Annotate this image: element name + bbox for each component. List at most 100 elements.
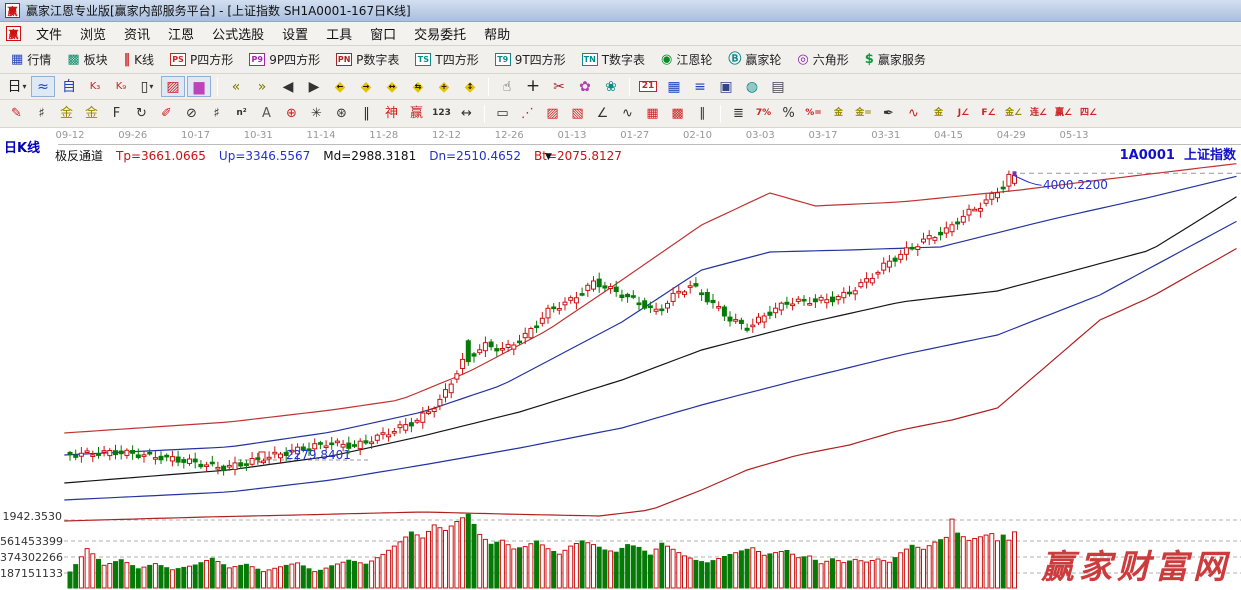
- kline-3-icon[interactable]: K₃: [83, 76, 107, 97]
- period-day-icon[interactable]: 日 ▾: [5, 76, 29, 97]
- lian-angle-icon[interactable]: 连∠: [1027, 104, 1050, 124]
- trend-angle-icon[interactable]: ∠: [591, 104, 614, 124]
- menu-item-4[interactable]: 公式选股: [212, 28, 265, 43]
- drag-hand-icon[interactable]: ☝: [495, 76, 519, 97]
- last-page-icon[interactable]: »: [250, 76, 274, 97]
- calendar-icon[interactable]: 21: [636, 76, 660, 97]
- chart-mode-icon[interactable]: ≈: [31, 76, 55, 97]
- draw-pencil-icon[interactable]: ✎: [5, 104, 28, 124]
- square-n2-icon[interactable]: n²: [230, 104, 253, 124]
- toolbar-button-quotes[interactable]: ▦ 行情: [5, 49, 57, 70]
- calculator-icon[interactable]: ▦: [662, 76, 686, 97]
- quote-bars-icon[interactable]: ‖: [355, 104, 378, 124]
- menu-item-1[interactable]: 浏览: [80, 28, 107, 43]
- toolbar-button-kline[interactable]: ‖ K线: [118, 49, 160, 70]
- j-angle-icon[interactable]: J∠: [952, 104, 975, 124]
- brush-pen-icon[interactable]: ✒: [877, 104, 900, 124]
- fibo-f-icon[interactable]: F: [105, 104, 128, 124]
- square-web-icon[interactable]: ⊛: [330, 104, 353, 124]
- kline-9-icon[interactable]: K₉: [109, 76, 133, 97]
- grid-dense-icon[interactable]: ▩: [666, 104, 689, 124]
- zoom-swap-icon[interactable]: ◆ ⇆: [406, 76, 430, 97]
- gold-ratio-ext-icon[interactable]: 金: [80, 104, 103, 124]
- gann-grade-icon[interactable]: ▨: [161, 76, 185, 97]
- percent-7-glyph: 7%: [755, 108, 772, 118]
- ying-tool-icon[interactable]: 赢: [405, 104, 428, 124]
- gold-ratio-icon[interactable]: 金: [55, 104, 78, 124]
- print-icon[interactable]: ▤: [766, 76, 790, 97]
- box-select-icon[interactable]: ▭: [491, 104, 514, 124]
- toolbar-button-sectors[interactable]: ▩ 板块: [61, 49, 113, 70]
- gann-lines-icon[interactable]: ♯: [30, 104, 53, 124]
- spiral-icon[interactable]: ↻: [130, 104, 153, 124]
- pan-right-icon[interactable]: ◆ →: [354, 76, 378, 97]
- volume-colored-icon[interactable]: ▆: [187, 76, 211, 97]
- gold-under-icon[interactable]: 金: [927, 104, 950, 124]
- menu-item-2[interactable]: 资讯: [124, 28, 151, 43]
- crosshair-icon[interactable]: +: [521, 76, 545, 97]
- si-angle-icon[interactable]: 四∠: [1077, 104, 1100, 124]
- toolbar-button-p-table[interactable]: PN P数字表: [330, 49, 405, 70]
- menu-item-0[interactable]: 文件: [36, 28, 63, 43]
- percent-7-icon[interactable]: 7%: [752, 104, 775, 124]
- fan-lines-icon[interactable]: ⋰: [516, 104, 539, 124]
- prev-bar-icon[interactable]: ◀: [276, 76, 300, 97]
- box-diagonal-icon[interactable]: ▨: [541, 104, 564, 124]
- zoom-all-icon[interactable]: ◆ ↕: [458, 76, 482, 97]
- toolbar-button-winner-service[interactable]: $ 赢家服务: [859, 49, 932, 70]
- parallel-lines-icon[interactable]: ∥: [691, 104, 714, 124]
- menu-item-6[interactable]: 工具: [326, 28, 353, 43]
- menu-item-9[interactable]: 帮助: [484, 28, 511, 43]
- toolbar-button-t-square[interactable]: TS T四方形: [409, 49, 484, 70]
- pan-left-glyph: ◆: [334, 78, 346, 95]
- percent-icon[interactable]: %: [777, 104, 800, 124]
- gold-angle-icon[interactable]: 金∠: [1002, 104, 1025, 124]
- candle-style-icon[interactable]: ▯ ▾: [135, 76, 159, 97]
- steps-icon[interactable]: ≣: [727, 104, 750, 124]
- width-measure-icon[interactable]: ↔: [455, 104, 478, 124]
- smart-match-icon[interactable]: ❀: [599, 76, 623, 97]
- kline-chart[interactable]: [0, 128, 1241, 590]
- menu-item-3[interactable]: 江恩: [168, 28, 195, 43]
- gold-line-icon[interactable]: 金=: [852, 104, 875, 124]
- price-lines-icon[interactable]: ♯: [205, 104, 228, 124]
- save-icon[interactable]: ▣: [714, 76, 738, 97]
- next-bar-icon[interactable]: ▶: [302, 76, 326, 97]
- pattern-match-icon[interactable]: ✿: [573, 76, 597, 97]
- menu-item-7[interactable]: 窗口: [370, 28, 397, 43]
- f10-info-icon[interactable]: 自: [57, 76, 81, 97]
- gann-compass-icon[interactable]: ⊕: [280, 104, 303, 124]
- menu-item-8[interactable]: 交易委托: [414, 28, 467, 43]
- f-angle-icon[interactable]: F∠: [977, 104, 1000, 124]
- toolbar-button-gann-wheel[interactable]: ◉ 江恩轮: [655, 49, 718, 70]
- first-page-icon[interactable]: «: [224, 76, 248, 97]
- export-web-icon[interactable]: ◍: [740, 76, 764, 97]
- measure-icon[interactable]: ✂: [547, 76, 571, 97]
- menu-item-5[interactable]: 设置: [282, 28, 309, 43]
- toolbar-button-winner-wheel[interactable]: Ⓑ 赢家轮: [722, 49, 787, 70]
- draw-pencil-2-icon[interactable]: ✐: [155, 104, 178, 124]
- toolbar-button-9t-square[interactable]: T9 9T四方形: [489, 49, 572, 70]
- notes-icon[interactable]: ≡: [688, 76, 712, 97]
- shen-tool-icon[interactable]: 神: [380, 104, 403, 124]
- box-diagonal-2-icon[interactable]: ▧: [566, 104, 589, 124]
- ruler-123-icon[interactable]: 123: [430, 104, 453, 124]
- zoom-horizontal-icon[interactable]: ◆ ↔: [380, 76, 404, 97]
- pan-left-icon[interactable]: ◆ ←: [328, 76, 352, 97]
- a-wave-icon[interactable]: ∿: [902, 104, 925, 124]
- toolbar-button-p-square[interactable]: PS P四方形: [164, 49, 239, 70]
- spider-web-icon[interactable]: ✳: [305, 104, 328, 124]
- indicator-dropdown-icon[interactable]: ▼: [545, 152, 552, 162]
- date-tick-03-17: 03-17: [808, 130, 838, 141]
- toolbar-button-9p-square[interactable]: P9 9P四方形: [243, 49, 326, 70]
- toolbar-button-hexagon[interactable]: ◎ 六角形: [791, 49, 854, 70]
- percent-line-icon[interactable]: %=: [802, 104, 825, 124]
- zigzag-wave-icon[interactable]: ∿: [616, 104, 639, 124]
- ying-angle-icon[interactable]: 赢∠: [1052, 104, 1075, 124]
- grid-red-icon[interactable]: ▦: [641, 104, 664, 124]
- gold-circle-icon[interactable]: 金: [827, 104, 850, 124]
- angle-a-icon[interactable]: A: [255, 104, 278, 124]
- gann-circle-icon[interactable]: ⊘: [180, 104, 203, 124]
- zoom-in-icon[interactable]: ◆ +: [432, 76, 456, 97]
- toolbar-button-t-table[interactable]: TN T数字表: [576, 49, 651, 70]
